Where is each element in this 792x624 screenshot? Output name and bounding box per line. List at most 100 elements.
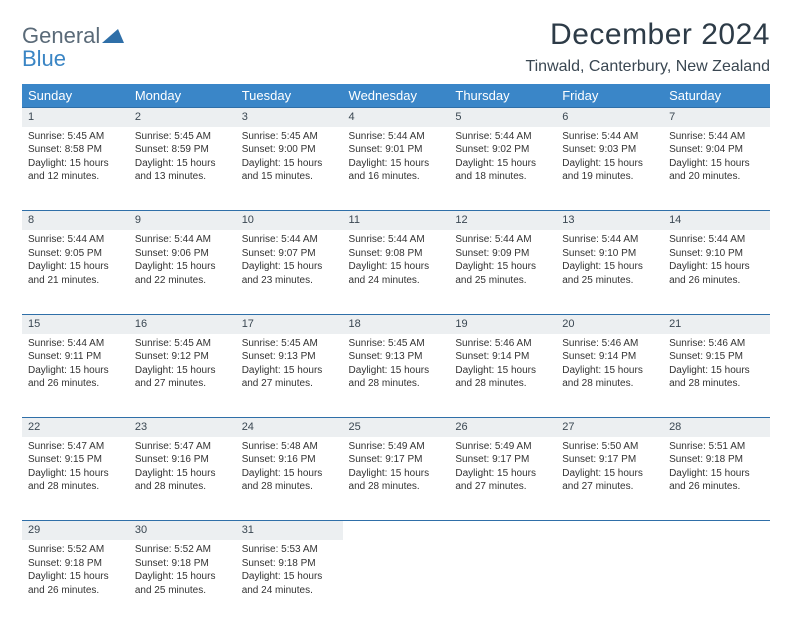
day-number-cell: 8 [22,211,129,230]
day-content-row: Sunrise: 5:44 AMSunset: 9:05 PMDaylight:… [22,230,770,314]
day-content-cell: Sunrise: 5:44 AMSunset: 9:10 PMDaylight:… [663,230,770,314]
day-content-cell: Sunrise: 5:53 AMSunset: 9:18 PMDaylight:… [236,540,343,624]
sunrise-line: Sunrise: 5:44 AM [242,233,337,247]
daylight-line: Daylight: 15 hours and 27 minutes. [135,364,230,391]
day-content-cell: Sunrise: 5:52 AMSunset: 9:18 PMDaylight:… [22,540,129,624]
day-number-cell: 7 [663,108,770,127]
sunset-line: Sunset: 9:15 PM [669,350,764,364]
sunset-line: Sunset: 9:18 PM [135,557,230,571]
day-content-cell: Sunrise: 5:44 AMSunset: 9:03 PMDaylight:… [556,127,663,211]
sunrise-line: Sunrise: 5:44 AM [349,233,444,247]
day-number-cell: 31 [236,521,343,540]
daylight-line: Daylight: 15 hours and 19 minutes. [562,157,657,184]
daylight-line: Daylight: 15 hours and 12 minutes. [28,157,123,184]
day-content-cell: Sunrise: 5:47 AMSunset: 9:15 PMDaylight:… [22,437,129,521]
sunrise-line: Sunrise: 5:45 AM [135,337,230,351]
sunrise-line: Sunrise: 5:53 AM [242,543,337,557]
sunrise-line: Sunrise: 5:44 AM [135,233,230,247]
day-content-cell: Sunrise: 5:44 AMSunset: 9:01 PMDaylight:… [343,127,450,211]
daylight-line: Daylight: 15 hours and 20 minutes. [669,157,764,184]
sunrise-line: Sunrise: 5:44 AM [28,337,123,351]
sunset-line: Sunset: 9:05 PM [28,247,123,261]
daylight-line: Daylight: 15 hours and 28 minutes. [562,364,657,391]
daylight-line: Daylight: 15 hours and 28 minutes. [349,467,444,494]
sunset-line: Sunset: 9:03 PM [562,143,657,157]
daylight-line: Daylight: 15 hours and 28 minutes. [28,467,123,494]
day-number-cell: 11 [343,211,450,230]
sunrise-line: Sunrise: 5:47 AM [28,440,123,454]
day-content-row: Sunrise: 5:47 AMSunset: 9:15 PMDaylight:… [22,437,770,521]
day-number-cell: 28 [663,418,770,437]
sunset-line: Sunset: 8:58 PM [28,143,123,157]
day-content-cell: Sunrise: 5:44 AMSunset: 9:10 PMDaylight:… [556,230,663,314]
daylight-line: Daylight: 15 hours and 28 minutes. [455,364,550,391]
sunrise-line: Sunrise: 5:52 AM [135,543,230,557]
day-number-cell: 24 [236,418,343,437]
day-content-cell: Sunrise: 5:51 AMSunset: 9:18 PMDaylight:… [663,437,770,521]
day-number-cell: 15 [22,314,129,333]
sunset-line: Sunset: 9:17 PM [455,453,550,467]
day-content-cell: Sunrise: 5:46 AMSunset: 9:15 PMDaylight:… [663,334,770,418]
sunset-line: Sunset: 9:12 PM [135,350,230,364]
weekday-header: Saturday [663,84,770,108]
sunrise-line: Sunrise: 5:45 AM [135,130,230,144]
daylight-line: Daylight: 15 hours and 13 minutes. [135,157,230,184]
day-number-cell: 19 [449,314,556,333]
day-number-cell [449,521,556,540]
sunset-line: Sunset: 9:15 PM [28,453,123,467]
weekday-header-row: SundayMondayTuesdayWednesdayThursdayFrid… [22,84,770,108]
day-content-cell: Sunrise: 5:44 AMSunset: 9:06 PMDaylight:… [129,230,236,314]
brand-text: General Blue [22,24,124,70]
sunrise-line: Sunrise: 5:51 AM [669,440,764,454]
sunset-line: Sunset: 9:14 PM [455,350,550,364]
sunset-line: Sunset: 9:13 PM [349,350,444,364]
day-content-row: Sunrise: 5:52 AMSunset: 9:18 PMDaylight:… [22,540,770,624]
day-content-cell: Sunrise: 5:44 AMSunset: 9:04 PMDaylight:… [663,127,770,211]
day-number-cell: 13 [556,211,663,230]
day-content-cell: Sunrise: 5:46 AMSunset: 9:14 PMDaylight:… [556,334,663,418]
sunrise-line: Sunrise: 5:44 AM [669,130,764,144]
day-content-row: Sunrise: 5:45 AMSunset: 8:58 PMDaylight:… [22,127,770,211]
sunset-line: Sunset: 9:00 PM [242,143,337,157]
day-number-cell: 4 [343,108,450,127]
day-number-row: 15161718192021 [22,314,770,333]
daylight-line: Daylight: 15 hours and 22 minutes. [135,260,230,287]
day-number-cell: 25 [343,418,450,437]
day-number-cell: 23 [129,418,236,437]
month-title: December 2024 [525,18,770,52]
sunrise-line: Sunrise: 5:44 AM [562,130,657,144]
day-number-cell: 10 [236,211,343,230]
day-number-cell: 27 [556,418,663,437]
daylight-line: Daylight: 15 hours and 18 minutes. [455,157,550,184]
day-content-row: Sunrise: 5:44 AMSunset: 9:11 PMDaylight:… [22,334,770,418]
sunrise-line: Sunrise: 5:47 AM [135,440,230,454]
brand-logo: General Blue [22,24,124,70]
sunset-line: Sunset: 9:06 PM [135,247,230,261]
sunrise-line: Sunrise: 5:49 AM [349,440,444,454]
day-number-row: 1234567 [22,108,770,127]
day-number-cell: 21 [663,314,770,333]
weekday-header: Friday [556,84,663,108]
day-content-cell: Sunrise: 5:44 AMSunset: 9:11 PMDaylight:… [22,334,129,418]
weekday-header: Tuesday [236,84,343,108]
weekday-header: Thursday [449,84,556,108]
daylight-line: Daylight: 15 hours and 21 minutes. [28,260,123,287]
day-number-cell [556,521,663,540]
day-number-cell [663,521,770,540]
day-number-cell: 9 [129,211,236,230]
sunset-line: Sunset: 9:07 PM [242,247,337,261]
calendar-table: SundayMondayTuesdayWednesdayThursdayFrid… [22,84,770,624]
daylight-line: Daylight: 15 hours and 26 minutes. [669,260,764,287]
day-content-cell: Sunrise: 5:45 AMSunset: 9:00 PMDaylight:… [236,127,343,211]
sunrise-line: Sunrise: 5:46 AM [669,337,764,351]
day-number-cell: 17 [236,314,343,333]
sunset-line: Sunset: 9:04 PM [669,143,764,157]
day-number-cell: 30 [129,521,236,540]
day-number-cell: 6 [556,108,663,127]
sunrise-line: Sunrise: 5:46 AM [455,337,550,351]
daylight-line: Daylight: 15 hours and 27 minutes. [455,467,550,494]
sunrise-line: Sunrise: 5:44 AM [562,233,657,247]
sunset-line: Sunset: 9:18 PM [242,557,337,571]
daylight-line: Daylight: 15 hours and 16 minutes. [349,157,444,184]
day-content-cell: Sunrise: 5:52 AMSunset: 9:18 PMDaylight:… [129,540,236,624]
